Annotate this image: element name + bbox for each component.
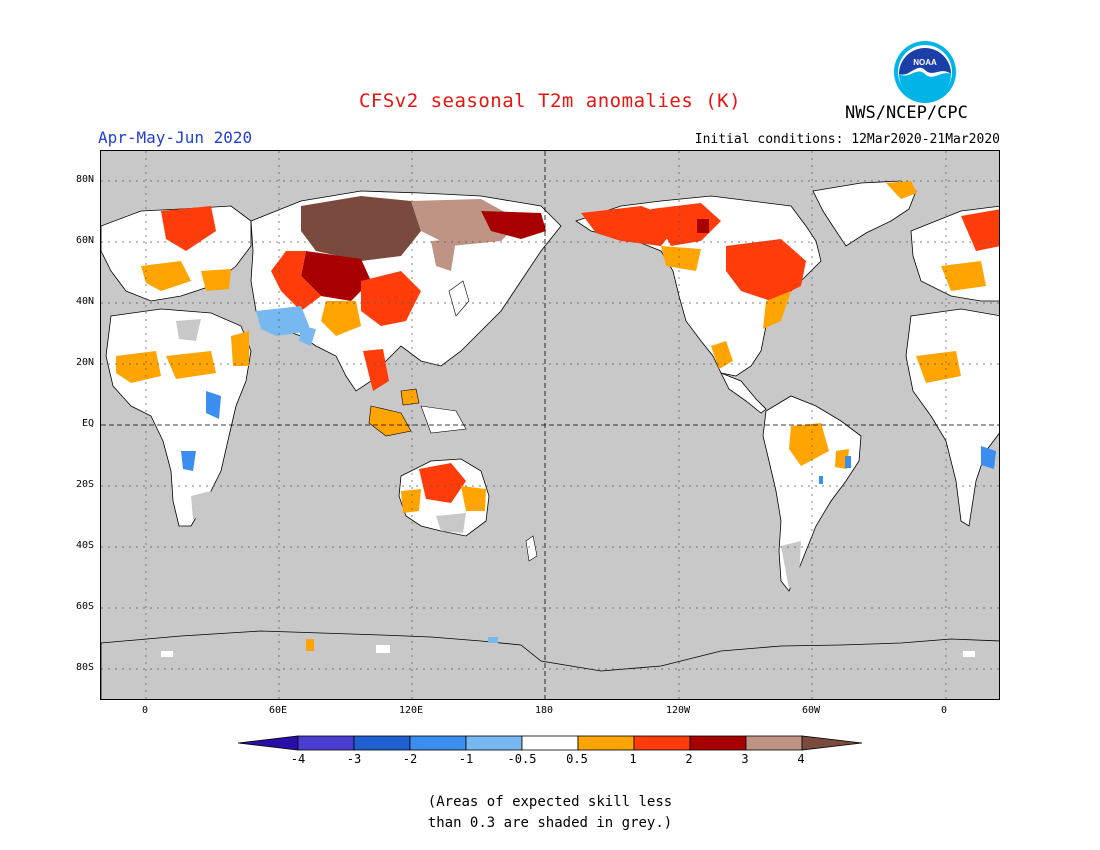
- colorbar-label: 4: [797, 752, 805, 766]
- noaa-logo: NOAA: [893, 40, 957, 104]
- lat-label-20s: 20S: [75, 479, 94, 490]
- colorbar-label: -2: [402, 752, 418, 766]
- skill-note-line2: than 0.3 are shaded in grey.): [427, 815, 673, 831]
- colorbar-bin: [297, 735, 355, 751]
- colorbar: [238, 735, 862, 751]
- colorbar-label: -3: [346, 752, 362, 766]
- colorbar-label: 3: [741, 752, 749, 766]
- colorbar-arrow-low: [238, 735, 299, 751]
- lon-label-0: 0: [141, 705, 149, 716]
- lat-label-40s: 40S: [75, 540, 94, 551]
- lat-label-eq: EQ: [81, 418, 94, 429]
- lat-label-40n: 40N: [75, 296, 94, 307]
- colorbar-label: 1: [629, 752, 637, 766]
- lat-label-20n: 20N: [75, 357, 94, 368]
- lon-label-120e: 120E: [398, 705, 424, 716]
- lon-label-120w: 120W: [665, 705, 691, 716]
- lat-label-80n: 80N: [75, 174, 94, 185]
- colorbar-bin: [353, 735, 411, 751]
- colorbar-bin: [745, 735, 803, 751]
- colorbar-arrow-high: [801, 735, 862, 751]
- colorbar-label: 0.5: [566, 752, 588, 766]
- colorbar-bin: [409, 735, 467, 751]
- skill-note-line1: (Areas of expected skill less: [427, 794, 673, 810]
- forecast-period: Apr-May-Jun 2020: [98, 128, 253, 147]
- lat-label-80s: 80S: [75, 662, 94, 673]
- anomaly-map: [100, 150, 1000, 700]
- colorbar-label: -1: [458, 752, 474, 766]
- map-canvas: [101, 151, 999, 699]
- initial-conditions: Initial conditions: 12Mar2020-21Mar2020: [694, 132, 1000, 147]
- colorbar-bin: [521, 735, 579, 751]
- lon-label-0-right: 0: [940, 705, 948, 716]
- colorbar-bin: [577, 735, 635, 751]
- lat-label-60n: 60N: [75, 235, 94, 246]
- colorbar-bin: [633, 735, 691, 751]
- colorbar-label: 2: [685, 752, 693, 766]
- map-title: CFSv2 seasonal T2m anomalies (K): [358, 90, 742, 112]
- lat-label-60s: 60S: [75, 601, 94, 612]
- colorbar-bin: [689, 735, 747, 751]
- agency-label: NWS/NCEP/CPC: [845, 103, 968, 123]
- skill-note: (Areas of expected skill less than 0.3 a…: [0, 792, 1100, 834]
- colorbar-label: -0.5: [507, 752, 537, 766]
- colorbar-bin: [465, 735, 523, 751]
- colorbar-label: -4: [290, 752, 306, 766]
- lon-label-60w: 60W: [801, 705, 821, 716]
- lon-label-60e: 60E: [268, 705, 288, 716]
- lon-label-180: 180: [534, 705, 554, 716]
- logo-text: NOAA: [913, 58, 937, 67]
